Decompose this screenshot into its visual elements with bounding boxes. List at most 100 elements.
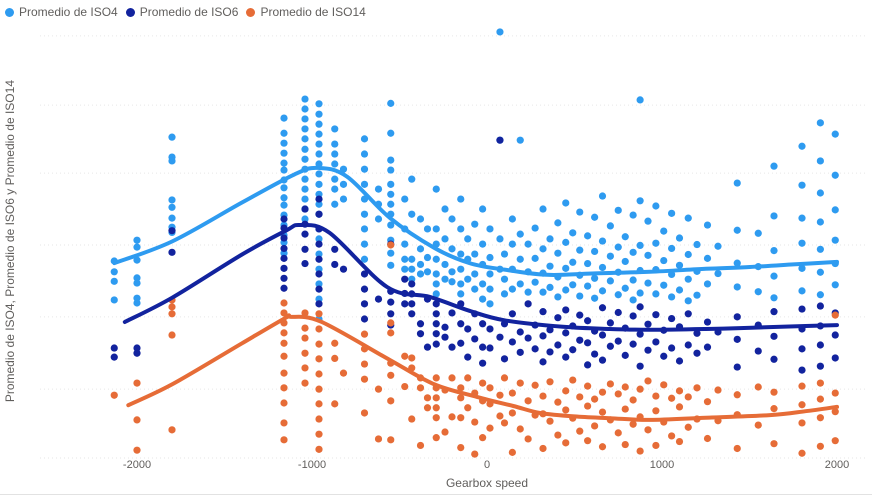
data-point-iso14[interactable] — [315, 400, 323, 408]
data-point-iso4[interactable] — [360, 255, 369, 263]
data-point-iso4[interactable] — [387, 261, 395, 269]
data-point-iso4[interactable] — [331, 160, 339, 168]
data-point-iso4[interactable] — [408, 255, 416, 263]
data-point-iso6[interactable] — [360, 285, 369, 293]
data-point-iso4[interactable] — [562, 286, 570, 294]
data-point-iso6[interactable] — [280, 244, 288, 253]
data-point-iso4[interactable] — [133, 279, 141, 287]
data-point-iso4[interactable] — [301, 125, 309, 133]
data-point-iso4[interactable] — [448, 278, 456, 286]
data-point-iso4[interactable] — [280, 184, 288, 192]
data-point-iso6[interactable] — [831, 331, 839, 339]
data-point-iso6[interactable] — [693, 349, 701, 357]
data-point-iso4[interactable] — [714, 269, 722, 278]
data-point-iso14[interactable] — [684, 393, 692, 401]
data-point-iso4[interactable] — [576, 246, 584, 254]
data-point-iso4[interactable] — [464, 275, 472, 283]
data-point-iso6[interactable] — [684, 310, 692, 318]
data-point-iso4[interactable] — [770, 246, 778, 255]
data-point-iso4[interactable] — [703, 221, 712, 229]
data-point-iso14[interactable] — [168, 331, 176, 339]
data-point-iso14[interactable] — [448, 413, 456, 421]
data-point-iso6[interactable] — [301, 230, 309, 238]
data-point-iso14[interactable] — [831, 437, 839, 445]
data-point-iso6[interactable] — [798, 345, 806, 353]
data-point-iso4[interactable] — [423, 253, 432, 262]
data-point-iso4[interactable] — [703, 280, 712, 288]
data-point-iso6[interactable] — [569, 346, 577, 354]
data-point-iso4[interactable] — [675, 234, 684, 242]
data-point-iso6[interactable] — [301, 245, 309, 253]
data-point-iso14[interactable] — [660, 381, 668, 389]
data-point-iso14[interactable] — [629, 420, 637, 428]
data-point-iso14[interactable] — [301, 364, 309, 372]
data-point-iso6[interactable] — [416, 320, 425, 328]
data-point-iso14[interactable] — [387, 371, 395, 379]
data-point-iso14[interactable] — [562, 406, 570, 414]
data-point-iso4[interactable] — [401, 255, 409, 263]
data-point-iso14[interactable] — [668, 394, 676, 402]
data-point-iso4[interactable] — [598, 192, 607, 200]
data-point-iso4[interactable] — [133, 256, 141, 264]
data-point-iso14[interactable] — [816, 379, 824, 387]
data-point-iso6[interactable] — [441, 323, 449, 331]
data-point-iso6[interactable] — [374, 295, 383, 303]
data-point-iso6[interactable] — [591, 350, 599, 358]
data-point-iso6[interactable] — [584, 339, 592, 347]
data-point-iso14[interactable] — [644, 377, 652, 385]
data-point-iso4[interactable] — [569, 229, 577, 237]
data-point-iso4[interactable] — [733, 226, 741, 234]
data-point-iso14[interactable] — [387, 397, 395, 405]
data-point-iso14[interactable] — [652, 441, 660, 450]
data-point-iso6[interactable] — [539, 308, 547, 316]
data-point-iso4[interactable] — [280, 114, 288, 122]
data-point-iso6[interactable] — [408, 300, 416, 308]
data-point-iso6[interactable] — [464, 353, 472, 361]
data-point-iso14[interactable] — [636, 447, 644, 455]
data-point-iso4[interactable] — [539, 288, 547, 296]
data-point-iso4[interactable] — [816, 291, 824, 299]
data-point-iso6[interactable] — [598, 356, 607, 364]
data-point-iso14[interactable] — [448, 374, 456, 382]
data-point-iso4[interactable] — [816, 245, 824, 253]
data-point-iso14[interactable] — [133, 446, 141, 454]
data-point-iso14[interactable] — [387, 319, 395, 327]
data-point-iso6[interactable] — [301, 259, 309, 268]
data-point-iso4[interactable] — [448, 245, 456, 253]
data-point-iso4[interactable] — [554, 293, 562, 301]
data-point-iso4[interactable] — [629, 276, 637, 284]
data-point-iso14[interactable] — [798, 401, 806, 409]
data-point-iso6[interactable] — [606, 342, 614, 350]
data-point-iso6[interactable] — [432, 330, 440, 338]
data-point-iso14[interactable] — [479, 379, 487, 387]
data-point-iso4[interactable] — [621, 233, 629, 241]
data-point-iso14[interactable] — [432, 434, 440, 442]
data-point-iso4[interactable] — [496, 28, 504, 36]
data-point-iso14[interactable] — [423, 404, 432, 412]
data-point-iso4[interactable] — [668, 293, 676, 301]
data-point-iso6[interactable] — [636, 303, 644, 311]
data-point-iso4[interactable] — [539, 205, 547, 213]
data-point-iso6[interactable] — [652, 338, 660, 346]
data-point-iso4[interactable] — [301, 135, 309, 143]
data-point-iso4[interactable] — [531, 254, 539, 262]
data-point-iso14[interactable] — [644, 426, 652, 434]
data-point-iso4[interactable] — [652, 290, 660, 298]
data-point-iso4[interactable] — [516, 136, 524, 144]
data-point-iso4[interactable] — [301, 215, 309, 223]
data-point-iso6[interactable] — [693, 329, 701, 337]
data-point-iso6[interactable] — [496, 333, 504, 341]
data-point-iso4[interactable] — [280, 194, 288, 202]
data-point-iso14[interactable] — [331, 354, 339, 363]
data-point-iso14[interactable] — [652, 392, 660, 400]
data-point-iso14[interactable] — [584, 437, 592, 445]
data-point-iso4[interactable] — [339, 180, 348, 188]
data-point-iso14[interactable] — [387, 329, 395, 337]
data-point-iso4[interactable] — [569, 281, 577, 289]
data-point-iso6[interactable] — [636, 362, 644, 370]
data-point-iso6[interactable] — [644, 320, 652, 328]
data-point-iso14[interactable] — [416, 384, 425, 392]
data-point-iso14[interactable] — [360, 375, 369, 383]
data-point-iso6[interactable] — [315, 255, 323, 263]
data-point-iso6[interactable] — [401, 275, 409, 283]
